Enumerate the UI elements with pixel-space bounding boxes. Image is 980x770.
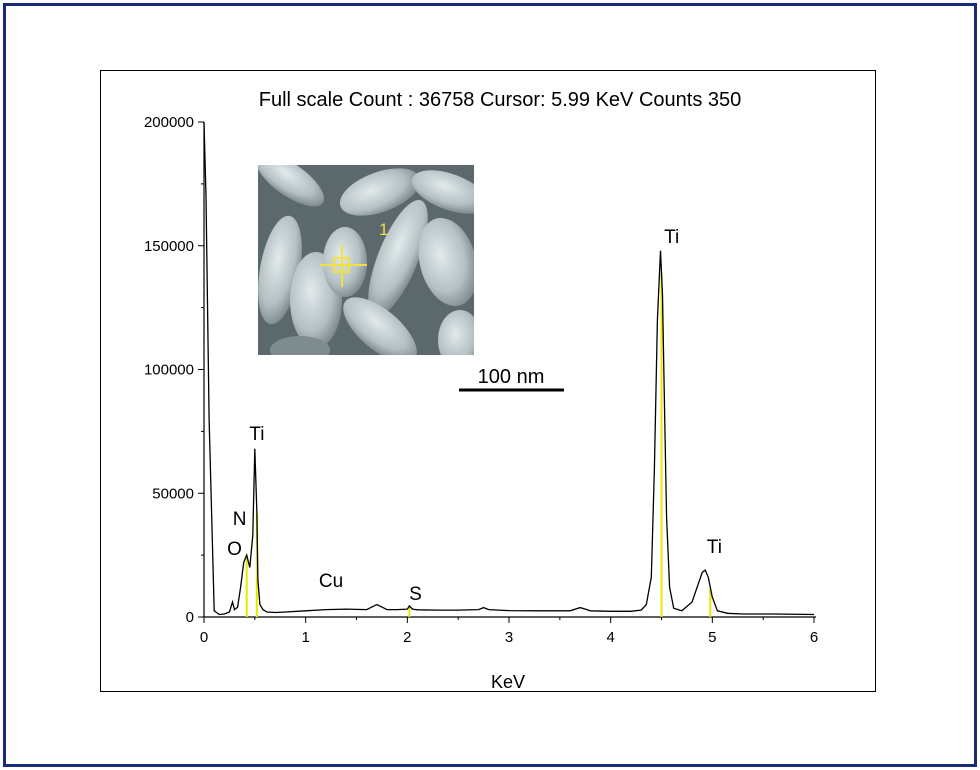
x-tick-label: 6	[810, 629, 818, 646]
x-tick-label: 0	[200, 629, 208, 646]
y-tick-label: 100000	[144, 362, 194, 379]
axes: 0 1 2 3 4 5 6 0 50000 100000 150000 200000	[144, 114, 818, 646]
x-tick-label: 3	[505, 629, 513, 646]
peak-label-n: N	[233, 509, 247, 530]
chart-frame	[100, 70, 876, 692]
y-tick-label: 200000	[144, 114, 194, 131]
scale-bar: 100 nm	[459, 366, 564, 392]
spectrum-line	[203, 121, 815, 616]
peak-label-o: O	[227, 539, 242, 560]
point-label: 1	[379, 220, 388, 239]
crosshair-marker	[320, 245, 367, 287]
x-tick-label: 1	[301, 629, 309, 646]
peak-label-cu: Cu	[319, 571, 343, 592]
peak-label-ti: Ti	[249, 424, 264, 445]
x-axis-label: KeV	[491, 672, 525, 692]
y-tick-label: 0	[186, 609, 194, 626]
peak-annotations: Ti NO Cu S Ti Ti	[227, 227, 722, 605]
peak-label-s: S	[409, 584, 422, 605]
sem-inset-image: 1	[258, 165, 474, 355]
y-tick-label: 150000	[144, 238, 194, 255]
x-tick-label: 2	[403, 629, 411, 646]
peak-label-ti: Ti	[664, 227, 679, 248]
x-tick-label: 4	[606, 629, 614, 646]
chart-title: Full scale Count : 36758 Cursor: 5.99 Ke…	[259, 89, 742, 111]
peak-label-ti: Ti	[707, 537, 722, 558]
x-tick-label: 5	[708, 629, 716, 646]
y-tick-label: 50000	[152, 485, 194, 502]
scale-bar-label: 100 nm	[478, 366, 545, 388]
outer-frame	[3, 3, 977, 767]
